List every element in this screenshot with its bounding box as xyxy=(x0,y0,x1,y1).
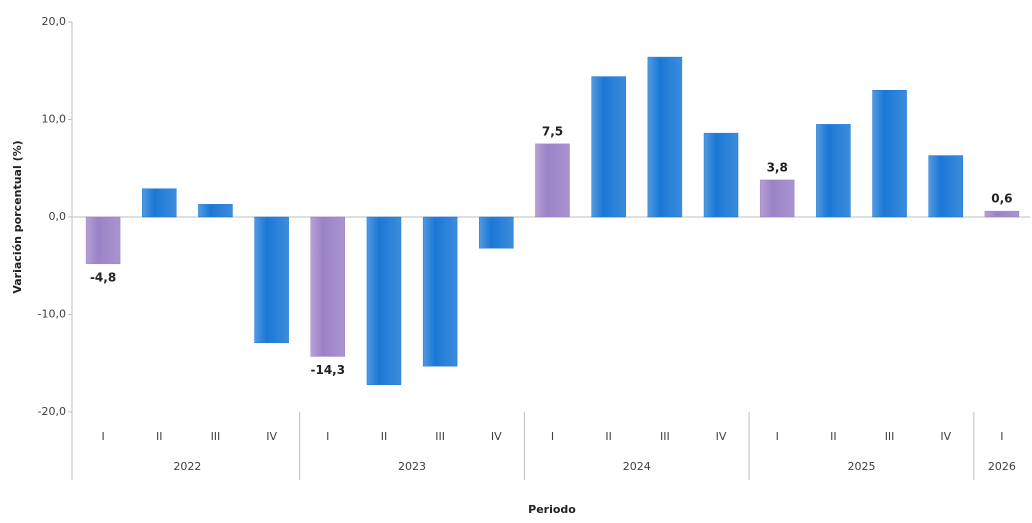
value-label: 3,8 xyxy=(767,160,788,174)
group-label: 2023 xyxy=(398,460,426,473)
group-label: 2024 xyxy=(623,460,651,473)
x-tick-label: IV xyxy=(940,430,951,443)
x-tick-label: III xyxy=(660,430,670,443)
bar xyxy=(254,216,289,344)
value-label: 0,6 xyxy=(991,192,1012,206)
x-tick-label: II xyxy=(830,430,837,443)
group-label: 2025 xyxy=(847,460,875,473)
x-axis-title: Periodo xyxy=(528,503,576,516)
bar xyxy=(422,216,458,367)
x-tick-label: III xyxy=(435,430,445,443)
bar xyxy=(984,210,1020,218)
x-tick-label: I xyxy=(776,430,779,443)
bar xyxy=(759,179,795,218)
y-tick-label: -20,0 xyxy=(38,405,66,418)
x-tick-label: III xyxy=(211,430,221,443)
bar xyxy=(816,124,851,218)
x-tick-label: I xyxy=(1000,430,1003,443)
bar xyxy=(928,155,963,218)
x-tick-label: IV xyxy=(266,430,277,443)
x-tick-label: I xyxy=(101,430,104,443)
bar xyxy=(591,76,626,218)
bar xyxy=(366,216,402,385)
bar xyxy=(85,216,121,265)
y-axis-title: Variación porcentual (%) xyxy=(11,140,24,293)
x-tick-label: IV xyxy=(716,430,727,443)
x-tick-label: I xyxy=(326,430,329,443)
bar xyxy=(198,204,233,218)
bar xyxy=(872,90,907,218)
group-label: 2026 xyxy=(988,460,1016,473)
y-tick-label: 0,0 xyxy=(49,210,67,223)
group-label: 2022 xyxy=(173,460,201,473)
bar xyxy=(535,143,570,218)
y-tick-label: 10,0 xyxy=(42,113,67,126)
x-tick-label: I xyxy=(551,430,554,443)
bar xyxy=(310,216,346,357)
x-tick-label: II xyxy=(605,430,612,443)
bar xyxy=(703,132,739,218)
x-tick-label: II xyxy=(381,430,388,443)
value-label: 7,5 xyxy=(542,124,563,138)
y-tick-label: 20,0 xyxy=(42,15,67,28)
x-tick-label: IV xyxy=(491,430,502,443)
x-tick-label: II xyxy=(156,430,163,443)
y-tick-label: -10,0 xyxy=(38,308,66,321)
bar xyxy=(142,188,177,218)
bar xyxy=(647,56,683,218)
bar xyxy=(479,216,514,249)
x-tick-label: III xyxy=(885,430,895,443)
value-label: -4,8 xyxy=(90,270,116,284)
value-label: -14,3 xyxy=(310,363,345,377)
